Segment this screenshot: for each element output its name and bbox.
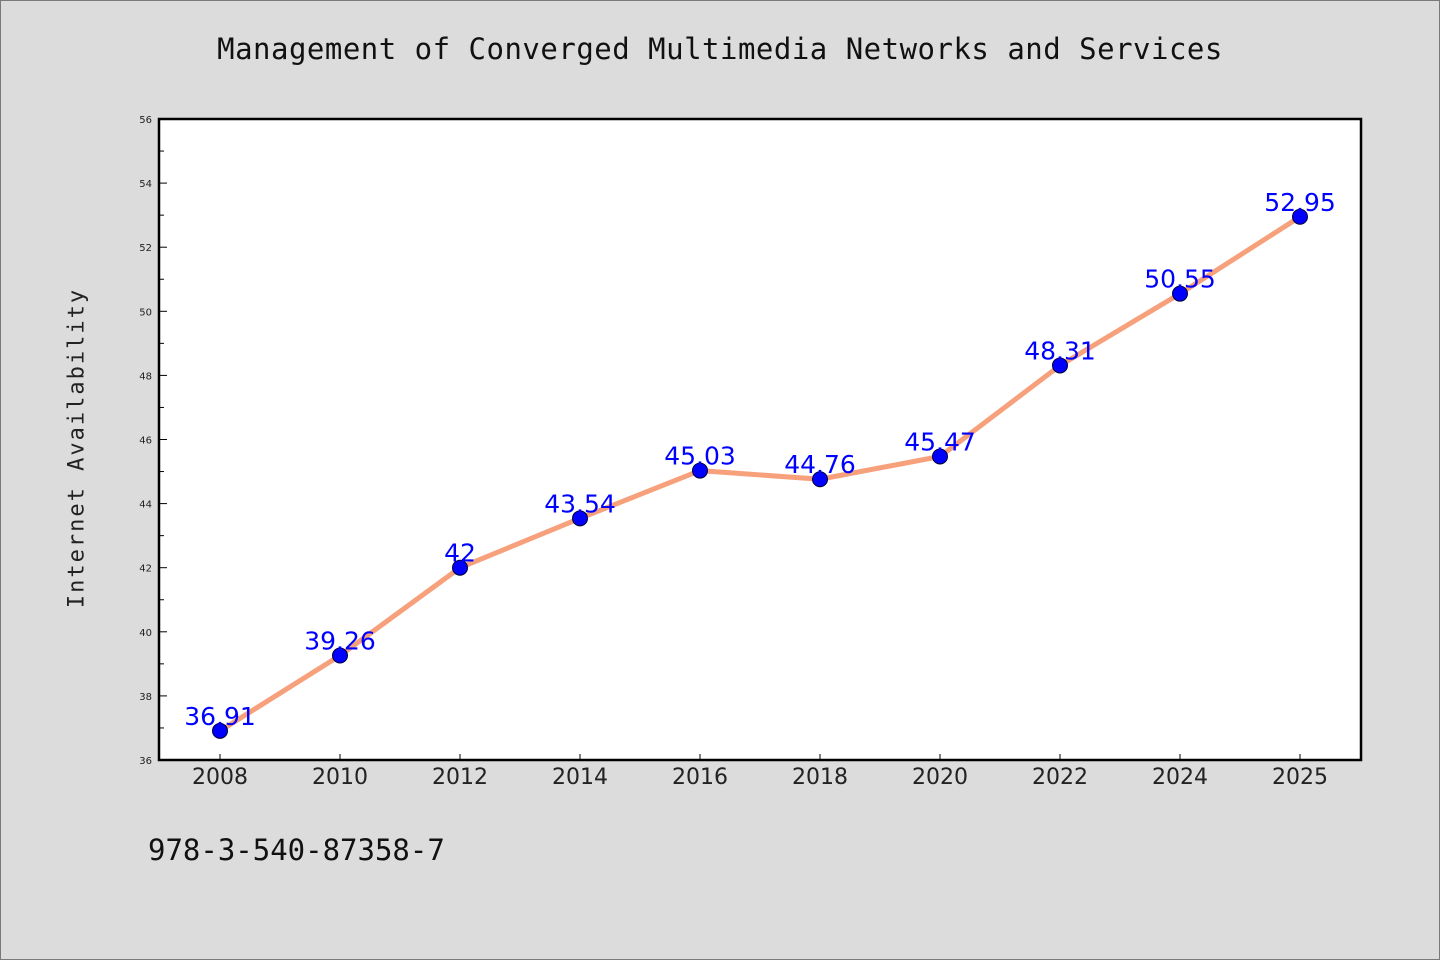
x-tick-label: 2014 [552,765,608,790]
chart-title: Management of Converged Multimedia Netwo… [217,32,1223,66]
data-point [812,471,828,488]
data-label: 52.95 [1264,188,1336,217]
data-point [932,448,948,465]
y-axis-ticks: 36 38 40 42 44 46 48 50 52 54 56 [139,115,167,767]
data-label: 39.26 [304,627,376,656]
x-tick-label: 2024 [1152,765,1208,790]
data-point [332,647,348,664]
y-tick-label: 40 [139,628,152,639]
y-tick-label: 36 [139,756,152,767]
data-label: 50.55 [1144,265,1216,294]
y-tick-label: 44 [139,500,152,511]
x-tick-label: 2018 [792,765,848,790]
x-tick-label: 2022 [1032,765,1088,790]
data-label: 45.03 [664,442,736,471]
y-tick-label: 54 [139,179,152,190]
x-tick-label: 2012 [432,765,488,790]
data-point [452,559,468,576]
data-label: 43.54 [544,489,616,518]
y-tick-label: 50 [139,307,152,318]
y-tick-label: 48 [139,371,152,382]
series-line-group [217,214,1303,734]
data-label: 48.31 [1024,336,1096,365]
y-tick-label: 38 [139,692,152,703]
isbn-text: 978-3-540-87358-7 [148,833,445,867]
data-label: 44.76 [784,450,856,479]
data-point [212,722,228,739]
data-point [1052,357,1068,374]
data-label: 36.91 [184,702,256,731]
x-axis-ticks: 2008 2010 2012 2014 2016 2018 2020 2022 2024 2025 [192,754,1328,790]
series-line [217,214,1303,734]
x-tick-label: 2008 [192,765,248,790]
x-tick-label: 2016 [672,765,728,790]
data-labels: 36.91 39.26 42 43.54 45.03 44.76 45.47 48.31 50.… [184,188,1336,731]
data-point [692,462,708,479]
x-tick-label: 2020 [912,765,968,790]
data-point [572,510,588,527]
data-point [1172,285,1188,302]
y-tick-label: 42 [139,564,152,575]
y-tick-label: 46 [139,436,152,447]
data-markers [212,208,1308,739]
data-label: 42 [444,539,476,568]
data-point [1292,208,1308,225]
x-tick-label: 2025 [1272,765,1328,790]
plot-area [157,117,1363,762]
y-tick-label: 56 [139,115,152,126]
data-label: 45.47 [904,427,976,456]
y-tick-label: 52 [139,243,152,254]
x-tick-label: 2010 [312,765,368,790]
